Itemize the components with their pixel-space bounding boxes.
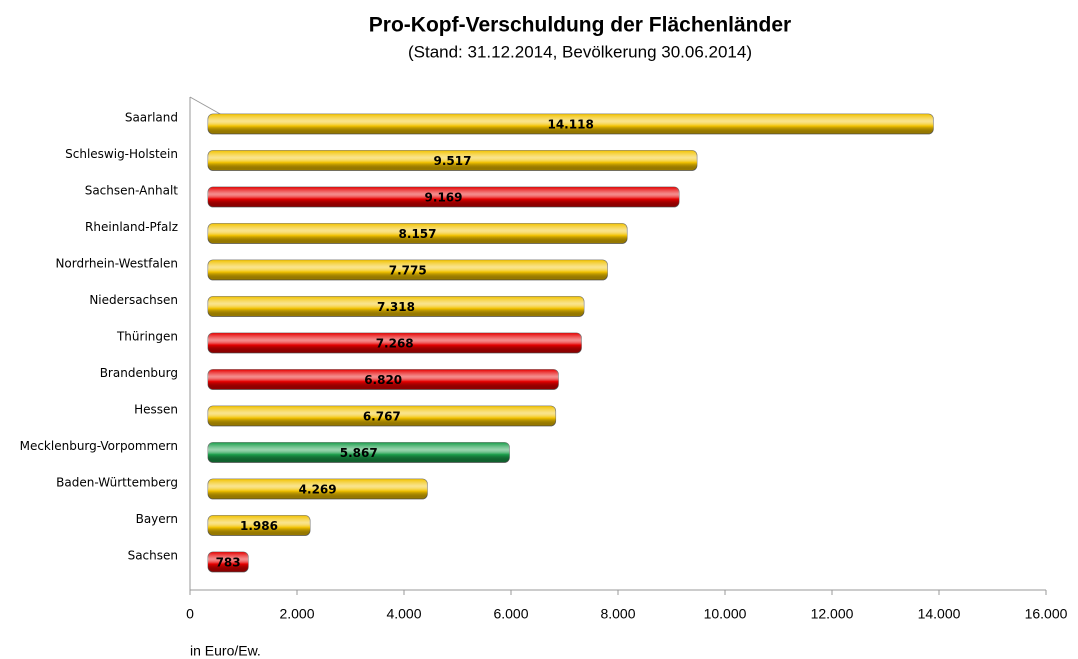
y-tick-label: Mecklenburg-Vorpommern — [20, 439, 178, 453]
y-tick-label: Thüringen — [116, 330, 178, 344]
x-tick-label: 16.000 — [1025, 606, 1068, 622]
bar-shade — [208, 406, 556, 426]
value-label: 6.767 — [363, 410, 401, 424]
bar-shade — [208, 296, 584, 317]
bar-shade — [208, 552, 249, 572]
x-axis-label: in Euro/Ew. — [190, 643, 261, 659]
value-label: 7.268 — [376, 337, 414, 351]
chart-title: Pro-Kopf-Verschuldung der Flächenländer — [369, 14, 791, 37]
x-tick-label: 14.000 — [918, 606, 961, 622]
value-label: 783 — [216, 556, 241, 570]
x-tick-label: 10.000 — [704, 606, 747, 622]
x-tick-label: 6.000 — [493, 606, 528, 622]
value-label: 1.986 — [240, 519, 278, 533]
value-label: 4.269 — [299, 483, 337, 497]
y-tick-label: Sachsen — [128, 549, 178, 563]
chart-subtitle: (Stand: 31.12.2014, Bevölkerung 30.06.20… — [408, 42, 752, 61]
bar-shade — [208, 442, 510, 463]
value-label: 8.157 — [399, 227, 437, 241]
x-tick-label: 2.000 — [279, 606, 314, 622]
x-tick-label: 8.000 — [600, 606, 635, 622]
bar-shade — [208, 515, 311, 536]
value-label: 9.517 — [433, 154, 471, 168]
value-label: 5.867 — [340, 446, 378, 460]
y-tick-label: Brandenburg — [100, 366, 178, 380]
x-tick-label: 12.000 — [811, 606, 854, 622]
value-label: 7.775 — [389, 264, 427, 278]
value-label: 14.118 — [547, 118, 593, 132]
bar-shade — [208, 223, 628, 244]
bar-shade — [208, 150, 697, 171]
wall-edge — [189, 96, 223, 116]
value-label: 6.820 — [364, 373, 402, 387]
y-tick-label: Niedersachsen — [89, 293, 178, 307]
x-tick-label: 0 — [186, 606, 194, 622]
y-tick-label: Nordrhein-Westfalen — [55, 257, 178, 271]
bar-shade — [208, 114, 934, 134]
y-tick-label: Schleswig-Holstein — [65, 147, 178, 161]
y-tick-label: Hessen — [134, 403, 178, 417]
y-tick-label: Sachsen-Anhalt — [85, 184, 179, 198]
bar-shade — [208, 479, 428, 499]
bar-shade — [208, 333, 582, 353]
y-tick-label: Rheinland-Pfalz — [85, 220, 178, 234]
x-tick-label: 4.000 — [386, 606, 421, 622]
bar-shade — [208, 260, 608, 280]
bar-shade — [208, 187, 680, 207]
y-tick-label: Bayern — [136, 512, 178, 526]
value-label: 7.318 — [377, 300, 415, 314]
y-tick-label: Baden-Württemberg — [56, 476, 178, 490]
value-label: 9.169 — [425, 191, 463, 205]
bar-shade — [208, 369, 559, 390]
y-tick-label: Saarland — [125, 111, 178, 125]
